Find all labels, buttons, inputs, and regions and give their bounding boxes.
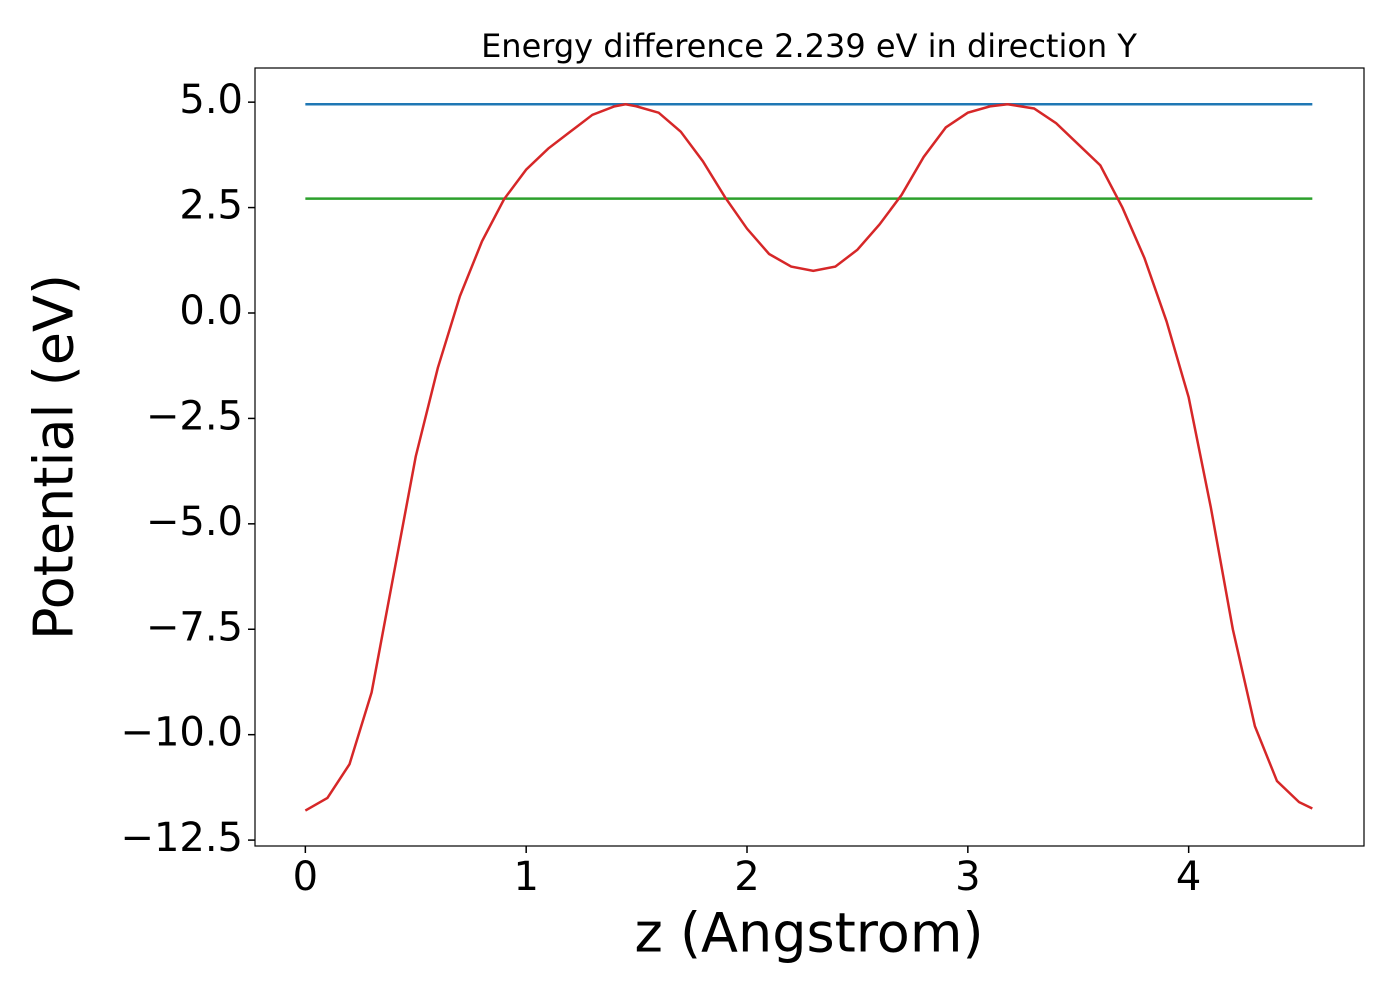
x-tick-label: 2 <box>734 854 759 900</box>
x-axis-label: z (Angstrom) <box>634 902 983 965</box>
x-tick-label: 4 <box>1176 854 1201 900</box>
chart-title: Energy difference 2.239 eV in direction … <box>481 27 1137 65</box>
y-tick-label: −7.5 <box>146 604 243 650</box>
x-tick-label: 3 <box>955 854 980 900</box>
x-tick-label: 1 <box>513 854 538 900</box>
y-axis-label: Potential (eV) <box>23 274 86 640</box>
y-tick-label: −5.0 <box>146 499 243 545</box>
y-tick-label: −2.5 <box>146 393 243 439</box>
y-tick-label: −10.0 <box>120 710 243 756</box>
data-line <box>304 102 1313 812</box>
y-tick-label: 2.5 <box>179 183 243 229</box>
plot-frame <box>254 67 1365 847</box>
y-tick-label: −12.5 <box>120 815 243 861</box>
y-tick-label: 0.0 <box>179 288 243 334</box>
y-tick-label: 5.0 <box>179 77 243 123</box>
x-tick-label: 0 <box>293 854 318 900</box>
